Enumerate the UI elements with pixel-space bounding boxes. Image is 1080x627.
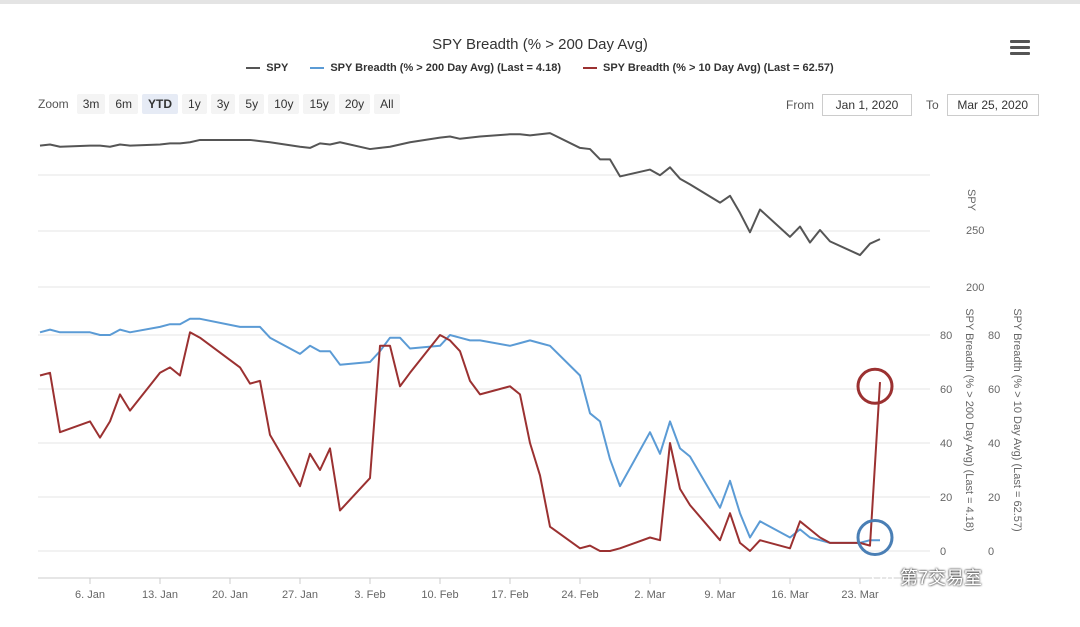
x-tick-label: 16. Mar [771,589,809,601]
x-tick-label: 3. Feb [354,589,385,601]
zoom-button-15y[interactable]: 15y [303,94,335,114]
range-to-label: To [926,98,939,112]
legend-swatch-spy [246,67,261,69]
zoom-button-3y[interactable]: 3y [210,94,236,114]
y-tick-label-breadth-right: 40 [988,438,1000,450]
legend-item-spy[interactable]: SPY [246,62,288,74]
watermark-text: 第7交易室 [900,568,983,588]
y-tick-label-spy: 250 [966,225,984,237]
y-tick-label-breadth-right: 60 [988,384,1000,396]
watermark: 第7交易室 [872,564,982,590]
y-tick-label-breadth-left: 80 [940,330,952,342]
zoom-button-10y[interactable]: 10y [268,94,300,114]
x-tick-label: 13. Jan [142,589,178,601]
y-axis-label-spy: SPY [965,189,977,212]
zoom-bar: Zoom 3m 6m YTD 1y 3y 5y 10y 15y 20y All [38,94,400,114]
y-tick-label-breadth-right: 20 [988,492,1000,504]
y-tick-label-breadth-right: 0 [988,546,994,558]
legend-item-breadth-10[interactable]: SPY Breadth (% > 10 Day Avg) (Last = 62.… [583,62,834,74]
zoom-button-all[interactable]: All [374,94,400,114]
range-from-label: From [786,98,814,112]
y-tick-label-spy: 200 [966,282,984,294]
x-tick-label: 20. Jan [212,589,248,601]
zoom-label: Zoom [38,97,69,111]
y-tick-label-breadth-right: 80 [988,330,1000,342]
legend-item-breadth-200[interactable]: SPY Breadth (% > 200 Day Avg) (Last = 4.… [310,62,561,74]
top-divider [0,0,1080,4]
x-tick-label: 6. Jan [75,589,105,601]
zoom-button-5y[interactable]: 5y [239,94,265,114]
series-line-breadth-200 [39,317,880,544]
range-from-input[interactable]: Jan 1, 2020 [822,94,912,116]
legend-label-breadth-10: SPY Breadth (% > 10 Day Avg) (Last = 62.… [603,62,834,74]
y-axis-label-breadth-200: SPY Breadth (% > 200 Day Avg) (Last = 4.… [963,308,975,531]
hamburger-menu-icon[interactable] [1010,40,1030,56]
legend-swatch-breadth-10 [583,67,597,69]
y-tick-label-breadth-left: 20 [940,492,952,504]
zoom-button-1y[interactable]: 1y [182,94,207,114]
y-axis-label-breadth-10: SPY Breadth (% > 10 Day Avg) (Last = 62.… [1011,308,1023,531]
x-tick-label: 24. Feb [561,589,598,601]
y-tick-label-breadth-left: 60 [940,384,952,396]
x-tick-label: 17. Feb [491,589,528,601]
legend-label-spy: SPY [266,62,289,74]
wechat-icon [872,568,894,585]
zoom-button-3m[interactable]: 3m [76,94,106,114]
chart-title: SPY Breadth (% > 200 Day Avg) [432,36,648,53]
x-tick-label: 10. Feb [421,589,458,601]
y-tick-label-breadth-left: 0 [940,546,946,558]
y-tick-label-breadth-left: 40 [940,438,952,450]
zoom-button-6m[interactable]: 6m [109,94,139,114]
highlight-circle-breadth-10 [856,367,894,405]
legend-label-breadth-200: SPY Breadth (% > 200 Day Avg) (Last = 4.… [330,62,561,74]
zoom-button-20y[interactable]: 20y [338,94,371,114]
series-line-spy [39,132,881,257]
range-to-input[interactable]: Mar 25, 2020 [946,94,1039,116]
x-tick-label: 23. Mar [841,589,879,601]
legend-swatch-breadth-200 [310,67,325,69]
x-tick-label: 9. Mar [704,589,736,601]
x-tick-label: 27. Jan [282,589,318,601]
x-tick-label: 2. Mar [634,589,666,601]
highlight-circle-breadth-200 [856,519,894,556]
date-range: From Jan 1, 2020 To Mar 25, 2020 [786,94,1039,116]
legend: SPY SPY Breadth (% > 200 Day Avg) (Last … [0,62,1080,74]
zoom-button-ytd[interactable]: YTD [142,94,179,114]
series-line-breadth-10 [39,331,881,552]
